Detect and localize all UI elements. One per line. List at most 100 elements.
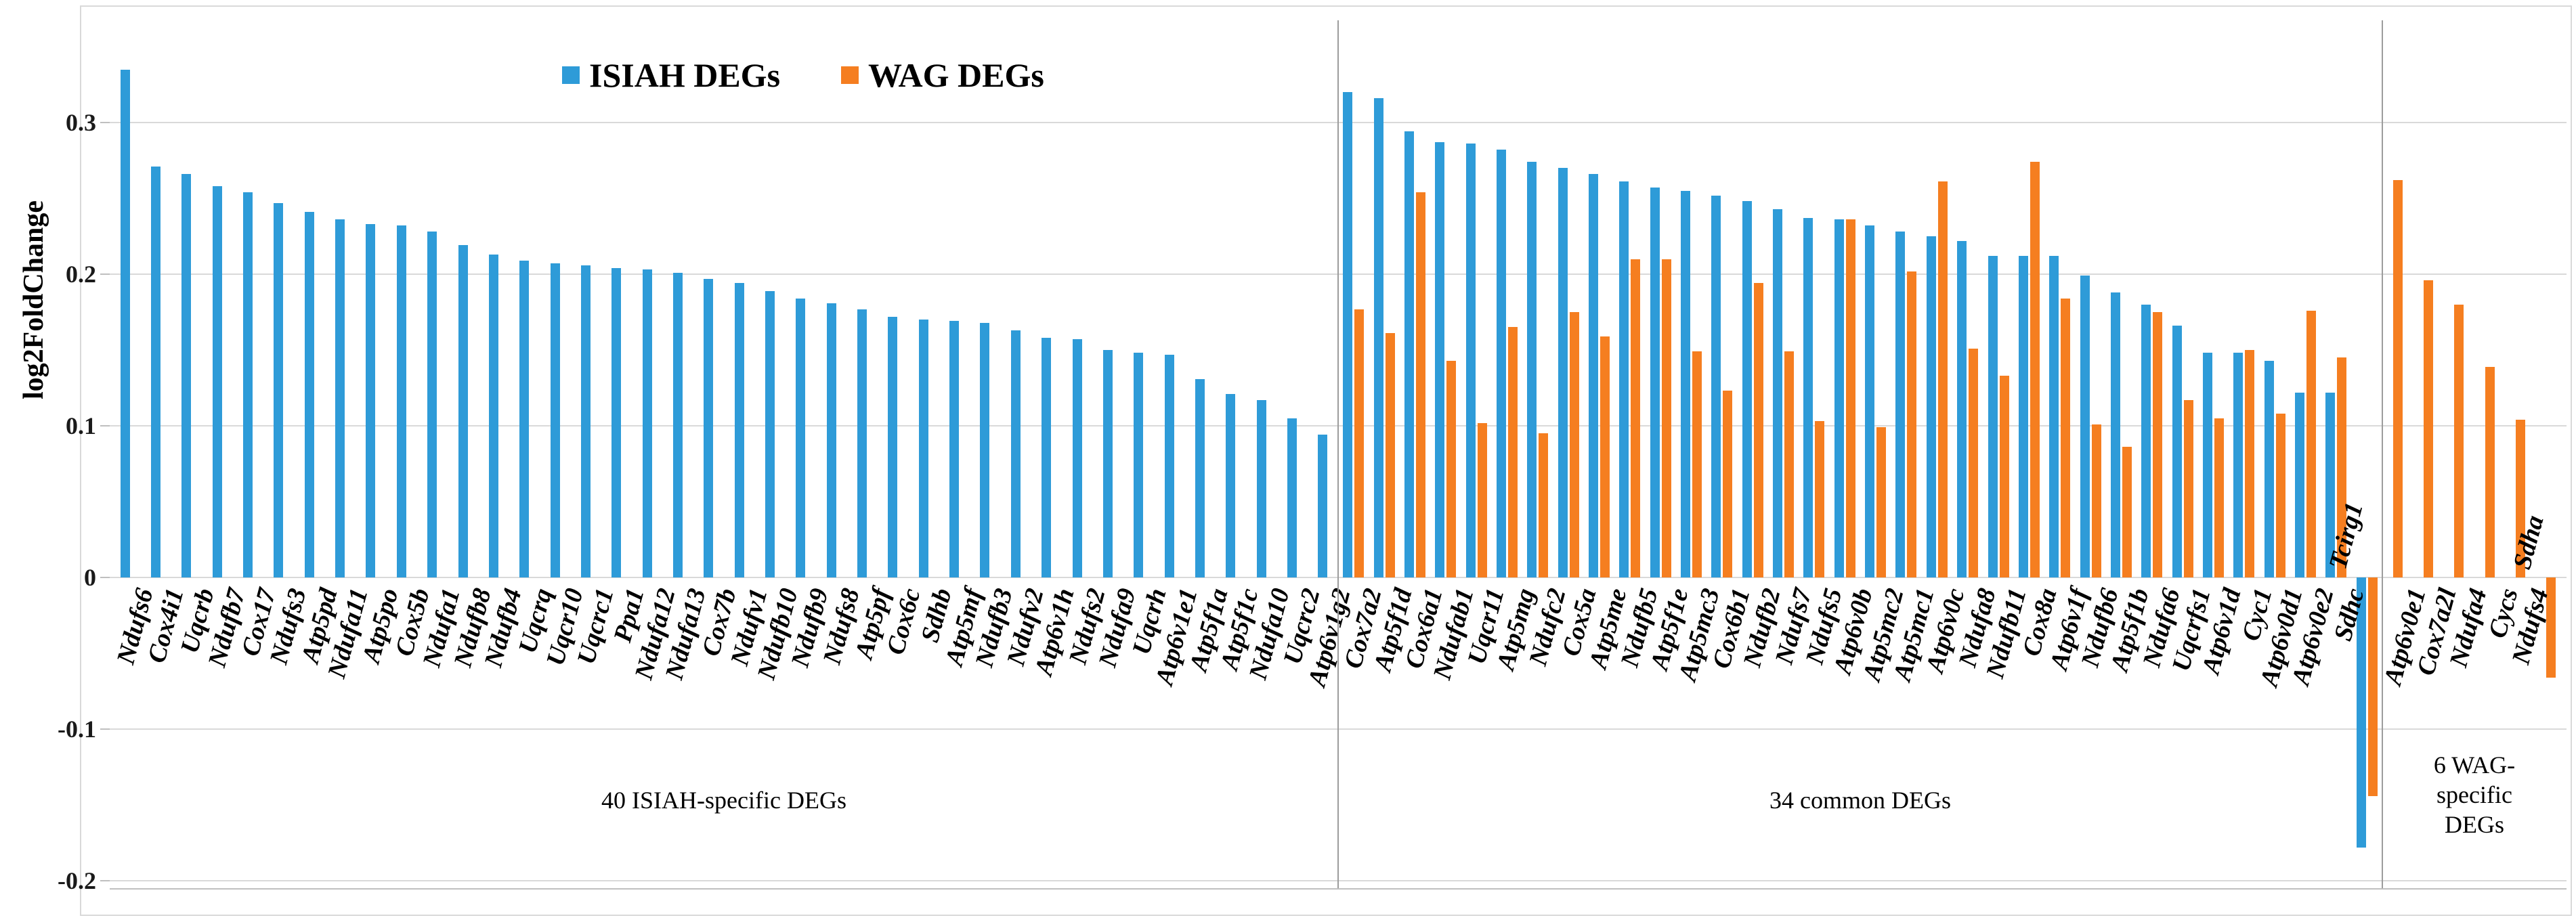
bar-isiah-Ndufa8: [1957, 240, 1967, 577]
bar-wag-Atp6v0d1: [2275, 414, 2285, 577]
isiah-legend-swatch: [562, 66, 580, 84]
bar-isiah-Cox7b: [704, 278, 714, 577]
bar-isiah-Tcirg1: [2356, 577, 2366, 848]
bar-isiah-Ndufa1: [427, 232, 437, 577]
section-label-isiah-specific: 40 ISIAH-specific DEGs: [601, 787, 846, 814]
bar-isiah-Atp6v0e2: [2295, 392, 2305, 577]
legend-item-isiah: ISIAH DEGs: [562, 58, 780, 92]
bar-isiah-Ndufb7: [212, 186, 222, 577]
bar-isiah-Uqcrb: [181, 174, 192, 577]
y-tick-mark: [100, 425, 110, 426]
bar-isiah-Ndufa13: [672, 272, 683, 577]
isiah-legend-label: ISIAH DEGs: [589, 56, 781, 94]
bar-isiah-Cox6c: [888, 316, 898, 577]
bar-isiah-Ppa1: [611, 268, 622, 577]
bar-wag-Atp6v0e1: [2392, 180, 2403, 577]
bar-isiah-Ndufb5: [1619, 181, 1629, 577]
bar-isiah-Cox6b1: [1711, 195, 1721, 577]
bar-wag-Cox7a2l: [2423, 280, 2433, 577]
bar-wag-Ndufc2: [1539, 433, 1549, 577]
bar-wag-Uqcr11: [1477, 422, 1487, 577]
bar-wag-Atp5f1b: [2122, 447, 2132, 577]
bar-wag-Cox7a2: [1354, 309, 1365, 577]
y-tick-label: 0.3: [66, 109, 96, 136]
bar-isiah-Atp5mg: [1496, 150, 1506, 577]
bar-isiah-Ndufv2: [1010, 330, 1021, 577]
bar-isiah-Ndufs3: [274, 202, 284, 577]
y-tick-mark: [100, 880, 110, 881]
bar-isiah-Atp6v0c: [1926, 236, 1936, 577]
section-divider: [1337, 20, 1339, 888]
bar-wag-Cox5a: [1569, 312, 1579, 577]
x-axis-line: [110, 888, 2567, 890]
section-label-common: 34 common DEGs: [1769, 787, 1951, 814]
bar-wag-Ndufs5: [1815, 421, 1825, 577]
bar-wag-Ndufa8: [1969, 348, 1979, 577]
bar-isiah-Ndufa9: [1102, 350, 1113, 577]
bar-isiah-Atp5mf: [949, 321, 960, 577]
bar-isiah-Ndufv1: [734, 283, 744, 577]
bar-isiah-Atp5f1b: [2110, 292, 2120, 577]
bar-isiah-Cox17: [243, 192, 253, 577]
bar-isiah-Cox5b: [396, 225, 406, 577]
bar-wag-Atp5f1d: [1385, 333, 1395, 577]
bar-isiah-Ndufa12: [642, 269, 652, 577]
bar-isiah-Sdhc: [2325, 392, 2336, 577]
bar-isiah-Atp5f1e: [1650, 188, 1660, 577]
bar-wag-Ndufa6: [2153, 312, 2163, 577]
bar-isiah-Ndufa10: [1256, 399, 1266, 577]
bar-isiah-Cox6a1: [1404, 131, 1414, 577]
bar-isiah-Ndufa11: [335, 219, 345, 577]
y-tick-label: 0.1: [66, 412, 96, 439]
bar-isiah-Atp5f1a: [1195, 378, 1205, 577]
bar-wag-Atp6v0c: [1937, 181, 1948, 577]
bar-wag-Atp6v0b: [1845, 219, 1855, 577]
bar-isiah-Uqcrh: [1134, 353, 1144, 577]
bar-wag-Atp5mc3: [1692, 351, 1702, 577]
bar-isiah-Atp5po: [366, 224, 376, 577]
y-tick-label: -0.1: [58, 716, 96, 743]
bar-wag-Sdhc: [2337, 357, 2347, 577]
bar-isiah-Cox8a: [2018, 256, 2028, 577]
bar-wag-Ndufa4: [2454, 304, 2464, 577]
bar-wag-Ndufb11: [1999, 376, 2009, 577]
bar-isiah-Atp5f1d: [1373, 98, 1383, 577]
bar-wag-Atp5me: [1600, 336, 1610, 577]
y-tick-label: -0.2: [58, 867, 96, 894]
bar-isiah-Atp6v1g2: [1318, 435, 1328, 577]
bar-isiah-Ndufs8: [826, 303, 836, 577]
bar-isiah-Atp6v1h: [1042, 338, 1052, 577]
bar-wag-Ndufb2: [1753, 283, 1763, 577]
bar-isiah-Ndufab1: [1435, 142, 1445, 577]
bar-wag-Ndufs4: [2515, 420, 2525, 577]
bar-wag-Cyc1: [2245, 350, 2255, 577]
y-tick-mark: [100, 273, 110, 275]
bar-isiah-Cox4i1: [151, 166, 161, 577]
bar-isiah-Ndufs5: [1803, 218, 1813, 577]
bar-isiah-Cyc1: [2233, 353, 2244, 577]
bar-isiah-Atp5pf: [857, 309, 867, 577]
bar-isiah-Atp6v0d1: [2264, 360, 2274, 577]
bar-isiah-Ndufb4: [488, 254, 498, 577]
bar-isiah-Uqcrc2: [1287, 418, 1297, 577]
bar-isiah-Cox5a: [1558, 168, 1568, 577]
legend-item-wag: WAG DEGs: [841, 58, 1044, 92]
bar-isiah-Ndufs6: [120, 69, 130, 577]
bar-isiah-Ndufs7: [1773, 209, 1783, 577]
y-tick-mark: [100, 728, 110, 730]
bar-wag-Cycs: [2485, 366, 2495, 577]
bar-isiah-Atp5pd: [304, 212, 314, 577]
bar-isiah-Cox7a2: [1343, 92, 1353, 577]
chart-border: [80, 5, 2572, 916]
bar-isiah-Atp5f1c: [1226, 393, 1236, 577]
bar-wag-Atp5f1e: [1661, 259, 1671, 577]
bar-wag-Tcirg1: [2367, 577, 2378, 796]
y-tick-label: 0: [84, 564, 96, 591]
bar-wag-Ndufb5: [1631, 259, 1641, 577]
bar-isiah-Ndufc2: [1527, 162, 1537, 577]
bar-isiah-Ndufb6: [2080, 276, 2090, 577]
bar-wag-Atp6v1d: [2214, 418, 2224, 577]
bar-isiah-Atp5mc1: [1895, 232, 1906, 577]
bar-isiah-Atp5mc2: [1865, 225, 1875, 577]
